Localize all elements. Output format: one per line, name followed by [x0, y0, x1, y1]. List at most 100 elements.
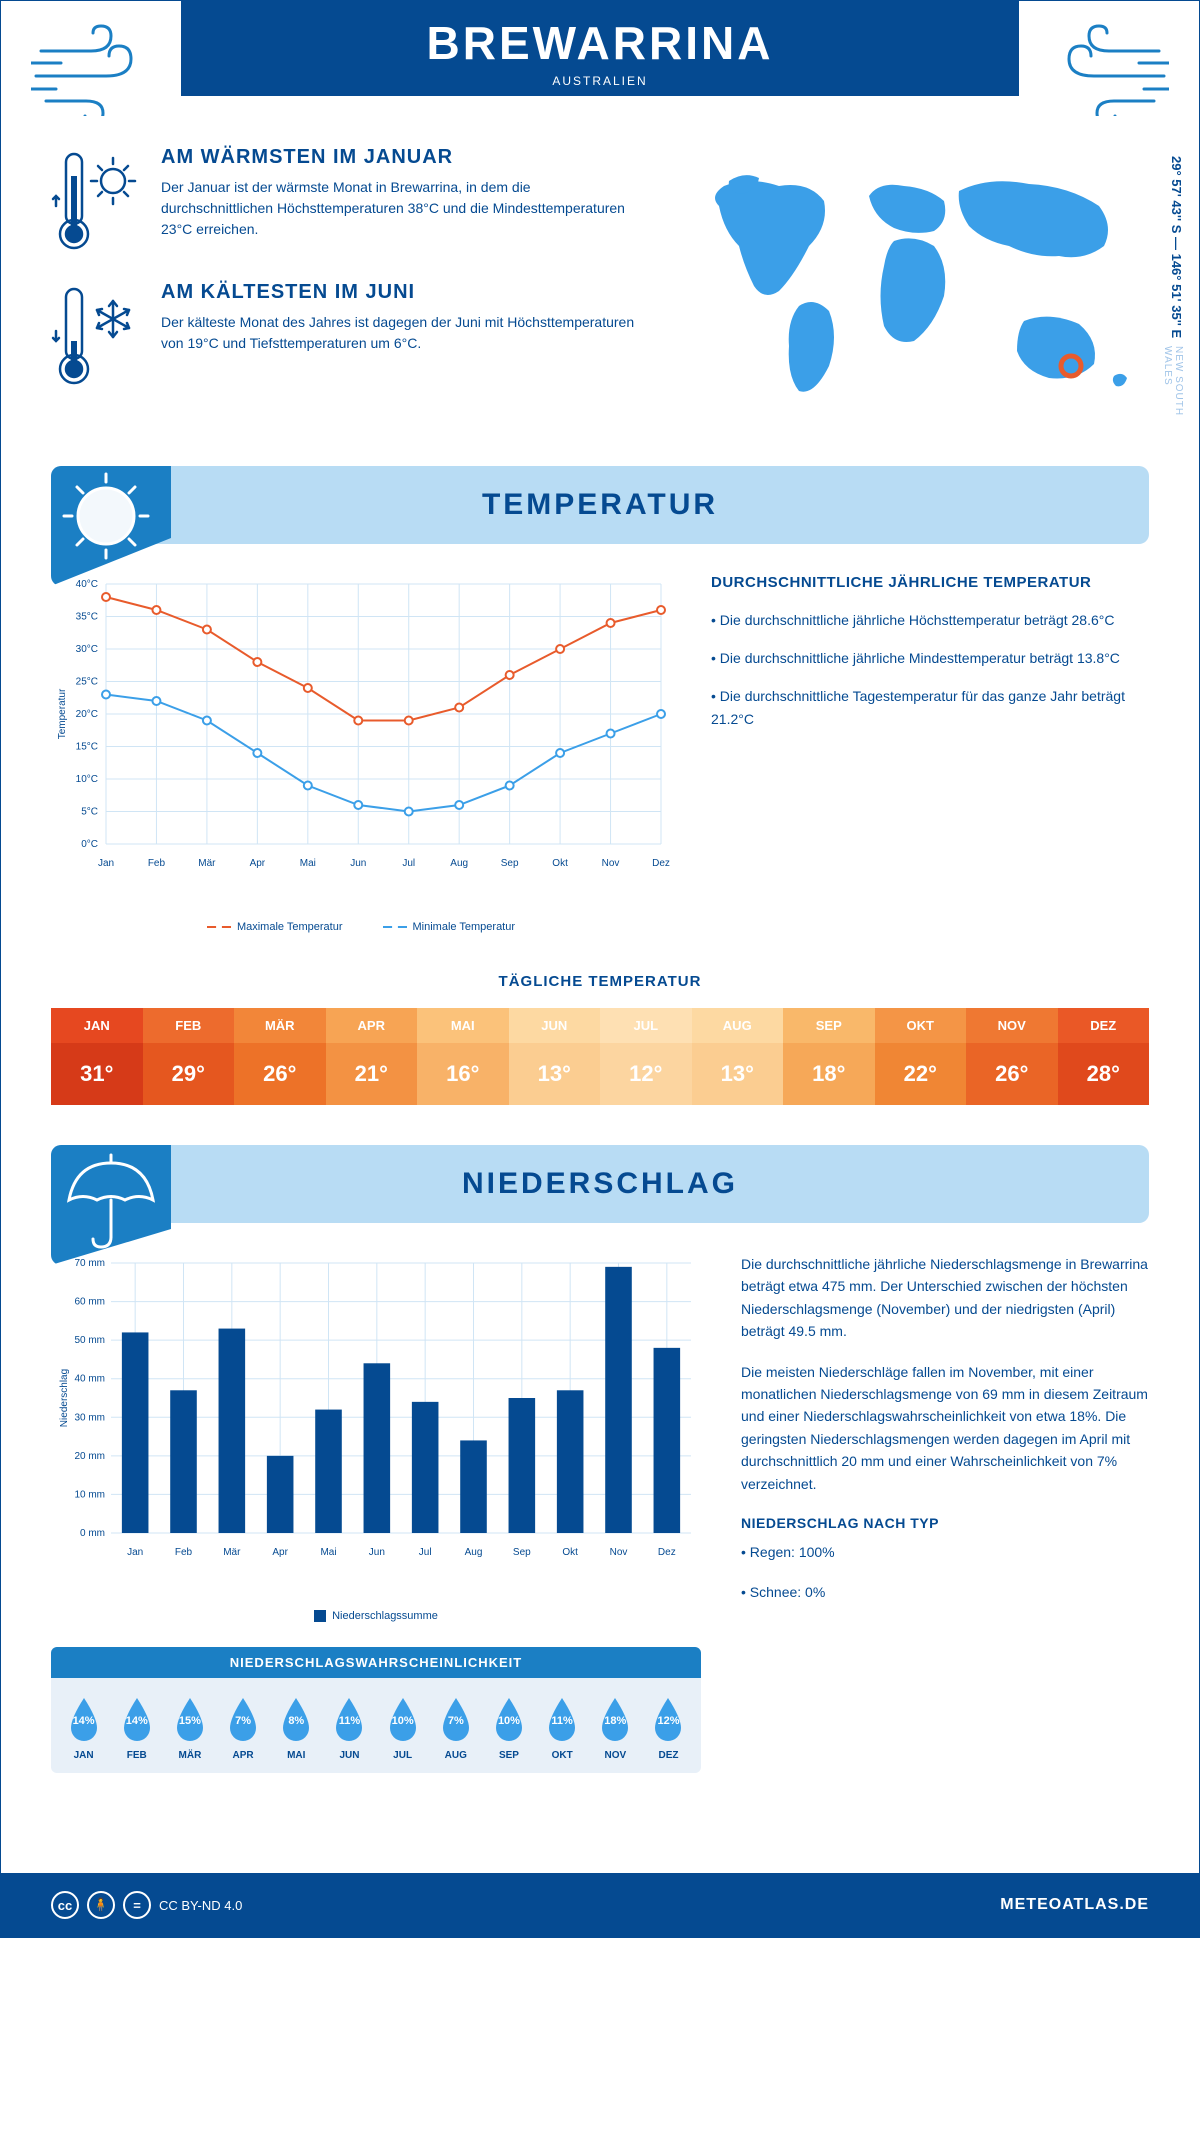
temp-chart-legend: Maximale Temperatur Minimale Temperatur: [51, 921, 671, 933]
wind-icon-right: [1039, 21, 1169, 116]
raindrop-icon: 18%: [596, 1696, 634, 1744]
svg-text:35°C: 35°C: [76, 612, 98, 623]
daily-cell: MAI16°: [417, 1008, 509, 1105]
precip-rain: • Regen: 100%: [741, 1541, 1149, 1563]
raindrop-icon: 11%: [330, 1696, 368, 1744]
svg-text:10 mm: 10 mm: [74, 1489, 105, 1500]
svg-text:10°C: 10°C: [76, 774, 98, 785]
svg-text:40 mm: 40 mm: [74, 1374, 105, 1385]
wind-icon-left: [31, 21, 161, 116]
warmest-title: AM WÄRMSTEN IM JANUAR: [161, 146, 639, 169]
raindrop-icon: 8%: [277, 1696, 315, 1744]
svg-text:20°C: 20°C: [76, 709, 98, 720]
prob-cell: 14%JAN: [57, 1696, 110, 1761]
svg-text:Jan: Jan: [127, 1547, 143, 1558]
coordinates: 29° 57' 43'' S — 146° 51' 35'' E: [1169, 156, 1184, 338]
raindrop-icon: 15%: [171, 1696, 209, 1744]
coldest-text: Der kälteste Monat des Jahres ist dagege…: [161, 312, 639, 354]
svg-text:Okt: Okt: [552, 858, 568, 869]
prob-title: NIEDERSCHLAGSWAHRSCHEINLICHKEIT: [51, 1647, 701, 1678]
svg-text:30°C: 30°C: [76, 644, 98, 655]
daily-cell: JAN31°: [51, 1008, 143, 1105]
prob-cell: 11%OKT: [536, 1696, 589, 1761]
svg-text:60 mm: 60 mm: [74, 1297, 105, 1308]
svg-text:Niederschlag: Niederschlag: [59, 1369, 70, 1427]
svg-text:30 mm: 30 mm: [74, 1412, 105, 1423]
precipitation-bar-chart: 0 mm10 mm20 mm30 mm40 mm50 mm60 mm70 mmJ…: [51, 1253, 701, 1593]
precip-type-title: NIEDERSCHLAG NACH TYP: [741, 1515, 1149, 1531]
daily-cell: NOV26°: [966, 1008, 1058, 1105]
raindrop-icon: 10%: [490, 1696, 528, 1744]
svg-text:40°C: 40°C: [76, 579, 98, 590]
precip-snow: • Schnee: 0%: [741, 1581, 1149, 1603]
cc-icon: cc: [51, 1891, 79, 1919]
prob-cell: 10%SEP: [482, 1696, 535, 1761]
prob-cell: 18%NOV: [589, 1696, 642, 1761]
temperature-section-header: TEMPERATUR: [51, 466, 1149, 544]
city-title: BREWARRINA: [181, 16, 1019, 70]
temp-text-p2: • Die durchschnittliche jährliche Mindes…: [711, 647, 1149, 671]
daily-temp-title: TÄGLICHE TEMPERATUR: [51, 973, 1149, 990]
svg-text:Jan: Jan: [98, 858, 114, 869]
svg-text:Jul: Jul: [419, 1547, 432, 1558]
by-icon: 🧍: [87, 1891, 115, 1919]
svg-text:25°C: 25°C: [76, 677, 98, 688]
svg-text:Dez: Dez: [652, 858, 670, 869]
svg-text:5°C: 5°C: [81, 807, 98, 818]
region-label: NEW SOUTH WALES: [1162, 346, 1184, 446]
precip-p2: Die meisten Niederschläge fallen im Nove…: [741, 1361, 1149, 1495]
svg-text:Jun: Jun: [350, 858, 366, 869]
svg-text:Temperatur: Temperatur: [57, 688, 68, 739]
svg-text:Sep: Sep: [513, 1547, 531, 1558]
raindrop-icon: 10%: [384, 1696, 422, 1744]
daily-cell: AUG13°: [692, 1008, 784, 1105]
precip-p1: Die durchschnittliche jährliche Niedersc…: [741, 1253, 1149, 1343]
daily-cell: SEP18°: [783, 1008, 875, 1105]
legend-min: Minimale Temperatur: [413, 921, 516, 933]
title-banner: BREWARRINA AUSTRALIEN: [181, 1, 1019, 96]
legend-precip: Niederschlagssumme: [332, 1610, 438, 1622]
world-map-col: 29° 57' 43'' S — 146° 51' 35'' E NEW SOU…: [669, 146, 1149, 446]
prob-cell: 8%MAI: [270, 1696, 323, 1761]
temp-text-p3: • Die durchschnittliche Tagestemperatur …: [711, 685, 1149, 733]
svg-text:0°C: 0°C: [81, 839, 98, 850]
svg-text:Apr: Apr: [272, 1547, 288, 1558]
svg-text:Apr: Apr: [250, 858, 266, 869]
daily-temp-table: JAN31°FEB29°MÄR26°APR21°MAI16°JUN13°JUL1…: [51, 1008, 1149, 1105]
header: BREWARRINA AUSTRALIEN: [1, 1, 1199, 116]
svg-text:Nov: Nov: [610, 1547, 628, 1558]
svg-text:Dez: Dez: [658, 1547, 676, 1558]
svg-text:Feb: Feb: [175, 1547, 193, 1558]
precip-probability-box: NIEDERSCHLAGSWAHRSCHEINLICHKEIT 14%JAN14…: [51, 1647, 701, 1773]
svg-text:0 mm: 0 mm: [80, 1528, 105, 1539]
raindrop-icon: 14%: [118, 1696, 156, 1744]
coldest-row: AM KÄLTESTEN IM JUNI Der kälteste Monat …: [51, 281, 639, 391]
prob-cell: 7%AUG: [429, 1696, 482, 1761]
prob-cell: 10%JUL: [376, 1696, 429, 1761]
svg-text:Mär: Mär: [223, 1547, 241, 1558]
thermometer-hot-icon: [51, 146, 141, 256]
brand: METEOATLAS.DE: [1000, 1896, 1149, 1914]
raindrop-icon: 14%: [65, 1696, 103, 1744]
svg-text:70 mm: 70 mm: [74, 1258, 105, 1269]
daily-cell: DEZ28°: [1058, 1008, 1150, 1105]
svg-text:Sep: Sep: [501, 858, 519, 869]
temp-text-p1: • Die durchschnittliche jährliche Höchst…: [711, 609, 1149, 633]
temp-section-title: TEMPERATUR: [51, 488, 1149, 522]
svg-text:Aug: Aug: [465, 1547, 483, 1558]
svg-text:Jun: Jun: [369, 1547, 385, 1558]
prob-cell: 7%APR: [217, 1696, 270, 1761]
raindrop-icon: 12%: [649, 1696, 687, 1744]
svg-text:Mai: Mai: [320, 1547, 336, 1558]
svg-text:15°C: 15°C: [76, 742, 98, 753]
temp-text-title: DURCHSCHNITTLICHE JÄHRLICHE TEMPERATUR: [711, 574, 1149, 591]
temperature-line-chart: 0°C 5°C 10°C 15°C 20°C 25°C 30°C 35°C 40°C Jan Feb…: [51, 574, 671, 933]
precip-section-header: NIEDERSCHLAG: [51, 1145, 1149, 1223]
svg-text:Feb: Feb: [148, 858, 166, 869]
country-subtitle: AUSTRALIEN: [181, 74, 1019, 88]
raindrop-icon: 7%: [437, 1696, 475, 1744]
precip-section-title: NIEDERSCHLAG: [51, 1167, 1149, 1201]
world-map-icon: [669, 146, 1149, 426]
umbrella-section-icon: [51, 1145, 171, 1265]
daily-cell: JUL12°: [600, 1008, 692, 1105]
